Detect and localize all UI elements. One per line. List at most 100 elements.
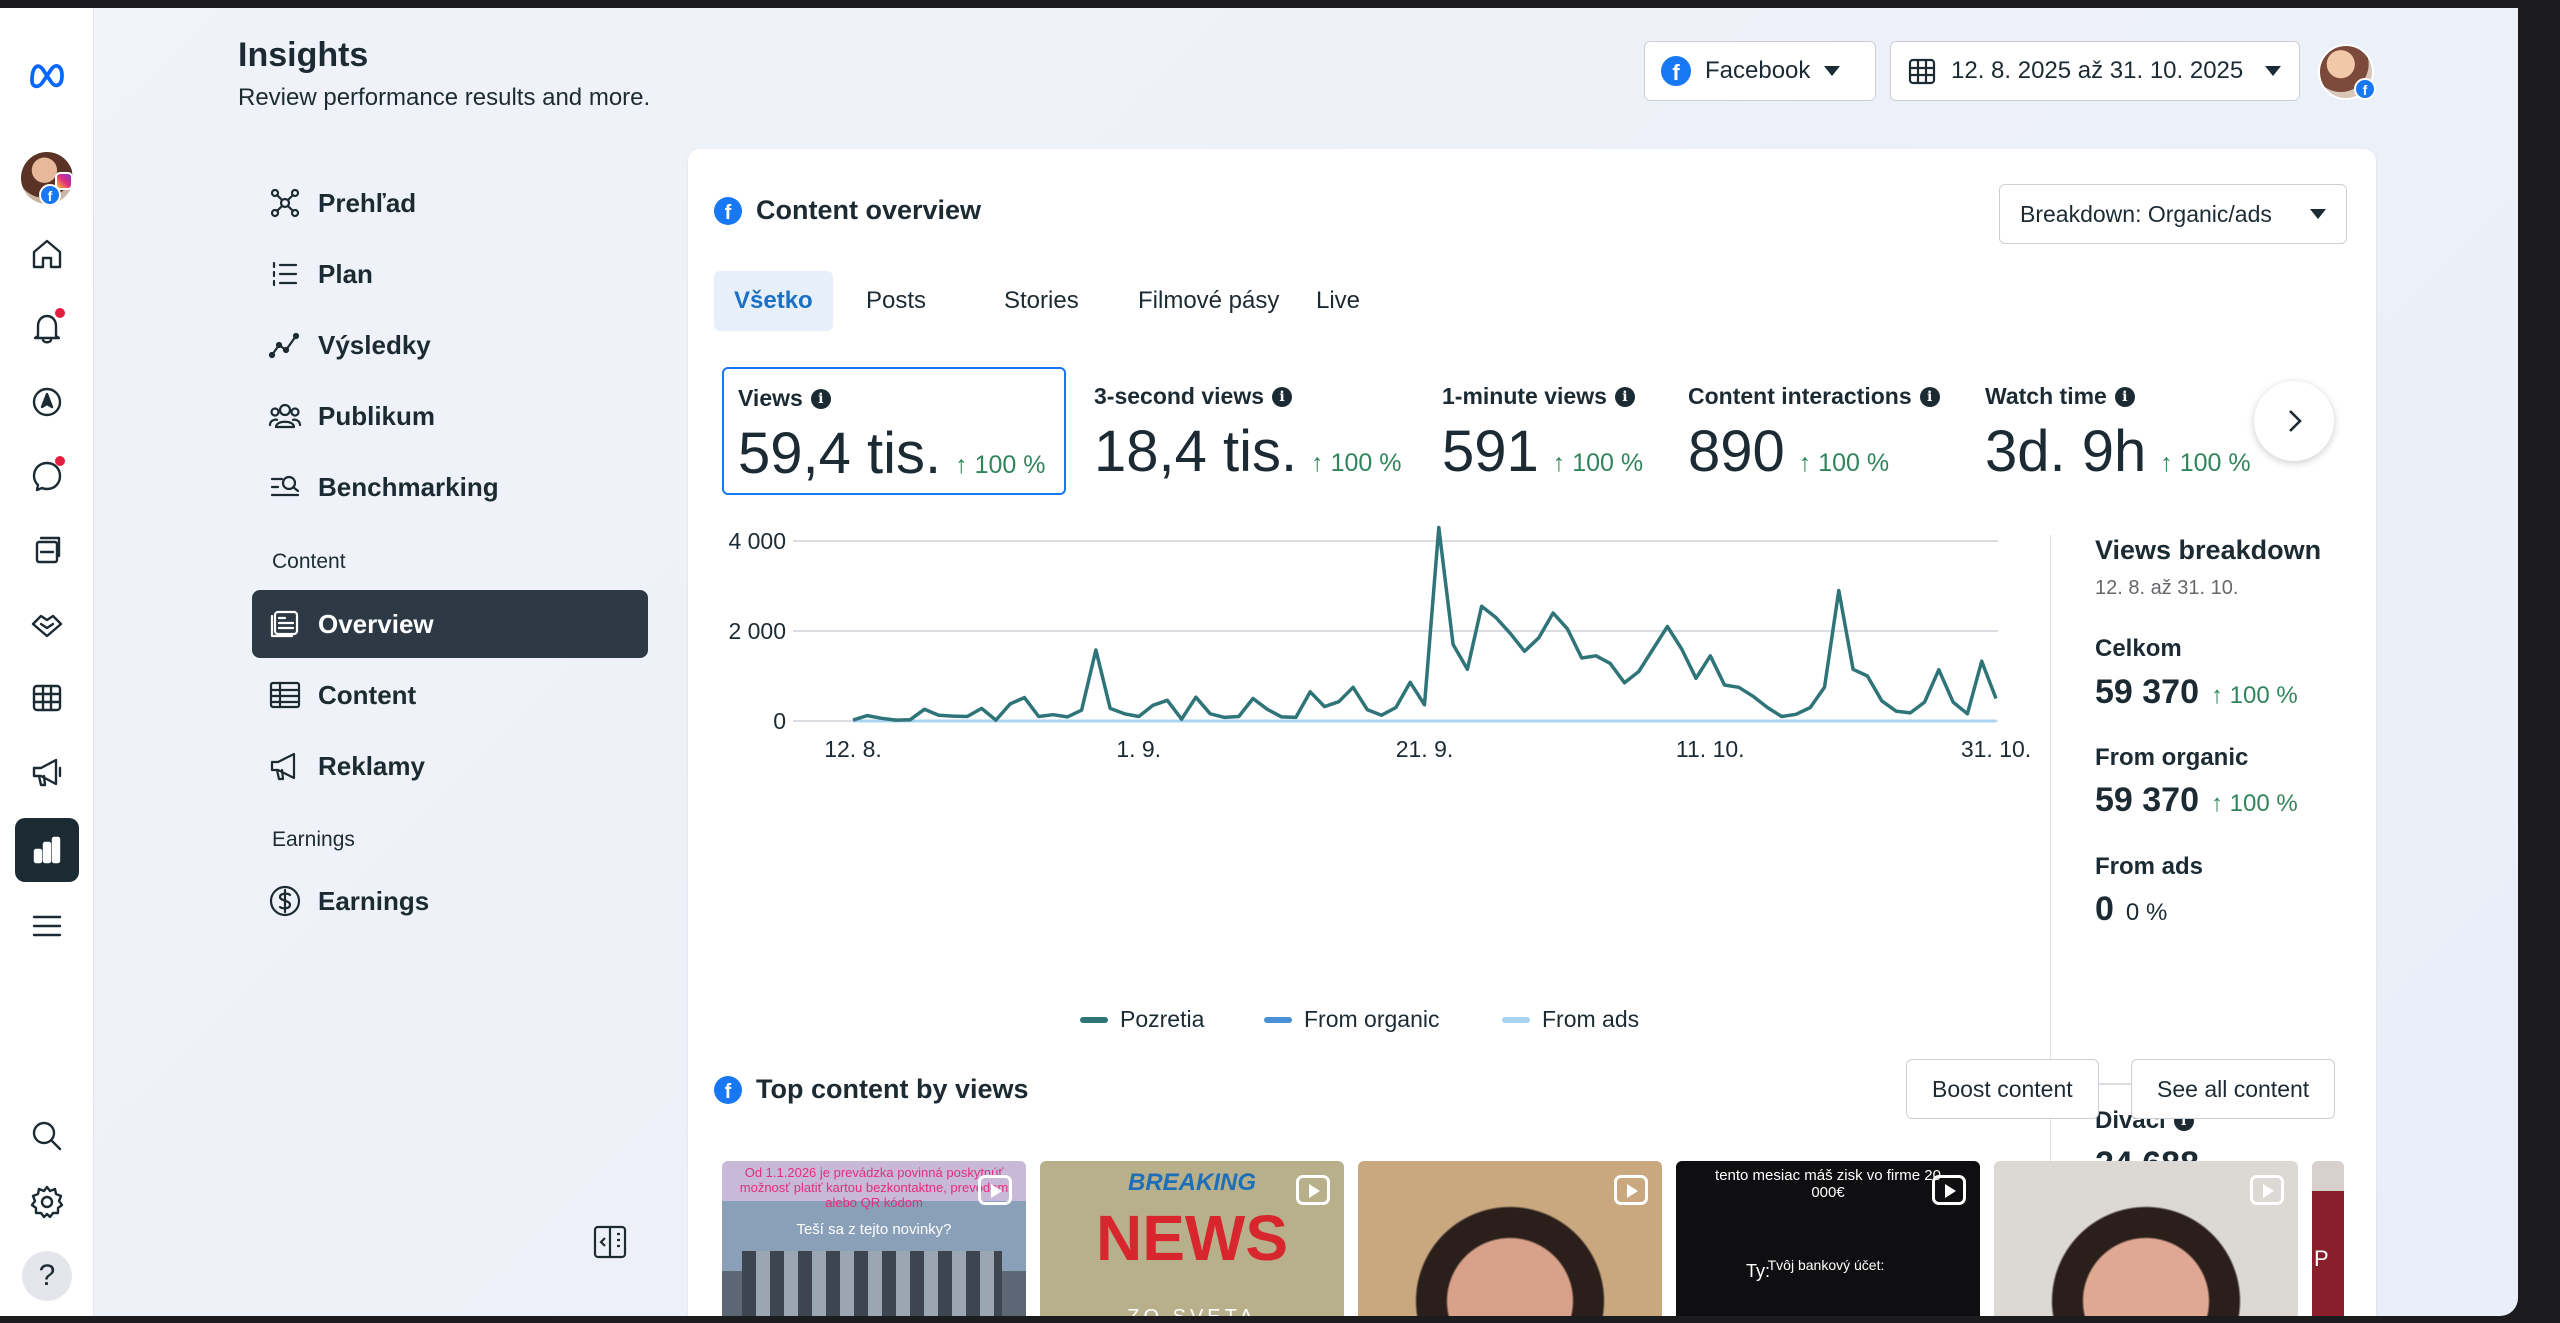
thumbnail-caption: tento mesiac máš zisk vo firme 20 000€	[1715, 1167, 1941, 1201]
nav-item-content-overview[interactable]: Overview	[252, 590, 648, 658]
menu-hamburger-icon[interactable]	[15, 894, 79, 958]
calendar-icon	[1908, 58, 1936, 85]
info-icon[interactable]: i	[1919, 386, 1940, 407]
nav-item-label: Overview	[318, 608, 434, 639]
info-icon[interactable]: i	[810, 388, 831, 409]
metric-1-minute-views[interactable]: 1-minute views i 591 ↑ 100 %	[1428, 367, 1668, 495]
tab-live[interactable]: Live	[1316, 287, 1361, 314]
explore-compass-icon[interactable]	[15, 370, 79, 434]
nav-item-label: Plan	[318, 258, 373, 289]
info-icon[interactable]: i	[1272, 386, 1293, 407]
metric-change: 100 %	[2179, 449, 2251, 477]
info-icon[interactable]: i	[1614, 386, 1635, 407]
trend-icon	[268, 332, 300, 359]
platform-dropdown[interactable]: f Facebook	[1644, 41, 1876, 101]
metric-3-second-views[interactable]: 3-second views i 18,4 tis. ↑ 100 %	[1080, 367, 1420, 495]
settings-gear-icon[interactable]	[15, 1170, 79, 1234]
date-range-label: 12. 8. 2025 až 31. 10. 2025	[1951, 57, 2244, 84]
collapse-sidebar-icon[interactable]	[592, 1224, 628, 1260]
thumbnail-caption: P	[2314, 1246, 2329, 1271]
metric-content-interactions[interactable]: Content interactions i 890 ↑ 100 %	[1674, 367, 1964, 495]
content-thumbnail[interactable]	[1994, 1161, 2298, 1316]
legend-label: From organic	[1304, 1006, 1440, 1032]
info-icon[interactable]: i	[2114, 386, 2135, 407]
home-icon[interactable]	[15, 222, 79, 286]
legend-item-views[interactable]: Pozretia	[1080, 1006, 1204, 1033]
arrow-up-icon: ↑	[955, 451, 975, 479]
metric-value: 890	[1688, 419, 1785, 484]
insights-chart-icon[interactable]	[15, 818, 79, 882]
metrics-next-button[interactable]	[2254, 381, 2334, 461]
y-tick-label: 0	[773, 708, 786, 734]
metric-change: 100 %	[1572, 449, 1644, 477]
arrow-up-icon: ↑	[2211, 682, 2230, 709]
facebook-icon: f	[714, 1075, 742, 1104]
legend-item-organic[interactable]: From organic	[1264, 1006, 1439, 1033]
nav-item-overview-prehlad[interactable]: Prehľad	[252, 169, 648, 237]
facebook-badge-icon: f	[2354, 78, 2376, 100]
date-range-dropdown[interactable]: 12. 8. 2025 až 31. 10. 2025	[1890, 41, 2300, 101]
help-icon[interactable]: ?	[15, 1244, 79, 1308]
section-label-earnings: Earnings	[272, 828, 355, 851]
account-avatar[interactable]: f	[2318, 44, 2376, 100]
legend-item-ads[interactable]: From ads	[1502, 1006, 1639, 1033]
metric-value: 59,4 tis.	[738, 421, 942, 486]
thumbnail-caption: ZO SVETA	[1040, 1306, 1344, 1316]
posts-icon[interactable]	[15, 518, 79, 582]
tab-all[interactable]: Všetko	[714, 271, 833, 331]
breakdown-dropdown[interactable]: Breakdown: Organic/ads	[1999, 184, 2347, 244]
meta-logo-icon[interactable]	[15, 42, 79, 106]
messages-icon[interactable]	[15, 444, 79, 508]
content-overview-title: Content overview	[756, 195, 982, 225]
tab-stories[interactable]: Stories	[1004, 287, 1079, 314]
notifications-bell-icon[interactable]	[15, 296, 79, 360]
see-all-content-button[interactable]: See all content	[2131, 1059, 2336, 1119]
metric-change: 100 %	[1330, 449, 1402, 477]
nav-item-content[interactable]: Content	[252, 661, 648, 729]
boost-content-button[interactable]: Boost content	[1906, 1059, 2099, 1119]
nav-item-results[interactable]: Výsledky	[252, 311, 648, 379]
nav-item-label: Prehľad	[318, 187, 417, 218]
overview-icon	[270, 610, 299, 638]
tab-reels[interactable]: Filmové pásy	[1138, 287, 1280, 314]
building-image	[742, 1251, 1002, 1316]
nav-item-label: Benchmarking	[318, 471, 499, 502]
content-thumbnail[interactable]: Od 1.1.2026 je prevádzka povinná poskytn…	[722, 1161, 1026, 1316]
chevron-down-icon	[2310, 209, 2326, 219]
breakdown-organic: 59 370 ↑ 100 %	[2095, 781, 2298, 820]
chevron-down-icon	[1824, 66, 1841, 76]
metric-value: 591	[1442, 419, 1539, 484]
series-line-views	[852, 525, 1998, 722]
nav-item-earnings[interactable]: Earnings	[252, 867, 648, 935]
nav-item-benchmarking[interactable]: Benchmarking	[252, 453, 648, 521]
people-icon	[268, 403, 302, 429]
thumbnail-caption: Tvôj bankový účet:	[1767, 1257, 1885, 1273]
content-thumbnail[interactable]: tento mesiac máš zisk vo firme 20 000€ T…	[1676, 1161, 1980, 1316]
breakdown-change: 100 %	[2229, 790, 2298, 817]
x-tick-label: 12. 8.	[824, 736, 882, 762]
partnerships-handshake-icon[interactable]	[15, 592, 79, 656]
tab-posts[interactable]: Posts	[866, 287, 927, 314]
table-icon[interactable]	[15, 666, 79, 730]
nav-item-label: Výsledky	[318, 329, 431, 360]
search-icon[interactable]	[15, 1104, 79, 1168]
reel-icon	[1614, 1175, 1648, 1205]
ads-megaphone-icon[interactable]	[15, 740, 79, 804]
x-tick-label: 11. 10.	[1676, 736, 1745, 762]
content-thumbnail[interactable]: BREAKING NEWS ZO SVETA	[1040, 1161, 1344, 1316]
breakdown-label-ads: From ads	[2095, 853, 2204, 880]
profile-avatar[interactable]: f	[15, 146, 79, 210]
content-thumbnail-partial[interactable]: P	[2312, 1161, 2344, 1316]
views-breakdown-title: Views breakdown	[2095, 535, 2322, 565]
nav-item-plan[interactable]: Plan	[252, 240, 648, 308]
reel-icon	[2250, 1175, 2284, 1205]
top-content-title: Top content by views	[756, 1074, 1029, 1104]
content-thumbnail[interactable]	[1358, 1161, 1662, 1316]
messages-dot	[55, 456, 65, 466]
nav-item-ads[interactable]: Reklamy	[252, 732, 648, 800]
metric-views[interactable]: Views i 59,4 tis. ↑ 100 %	[722, 367, 1066, 495]
metric-watch-time[interactable]: Watch time i 3d. 9h ↑ 100 %	[1971, 367, 2251, 495]
chevron-right-icon	[2289, 410, 2302, 432]
thumbnail-caption: BREAKING	[1127, 1169, 1256, 1196]
nav-item-audience[interactable]: Publikum	[252, 382, 648, 450]
